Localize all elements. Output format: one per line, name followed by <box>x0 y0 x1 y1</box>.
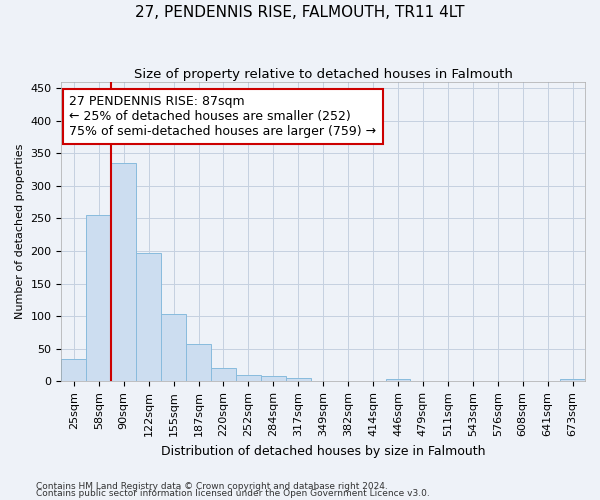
Title: Size of property relative to detached houses in Falmouth: Size of property relative to detached ho… <box>134 68 512 80</box>
Bar <box>136 253 161 382</box>
Text: Contains public sector information licensed under the Open Government Licence v3: Contains public sector information licen… <box>36 490 430 498</box>
Bar <box>61 358 86 382</box>
Text: 27, PENDENNIS RISE, FALMOUTH, TR11 4LT: 27, PENDENNIS RISE, FALMOUTH, TR11 4LT <box>135 5 465 20</box>
Bar <box>386 378 410 382</box>
Text: Contains HM Land Registry data © Crown copyright and database right 2024.: Contains HM Land Registry data © Crown c… <box>36 482 388 491</box>
Text: 27 PENDENNIS RISE: 87sqm
← 25% of detached houses are smaller (252)
75% of semi-: 27 PENDENNIS RISE: 87sqm ← 25% of detach… <box>69 95 376 138</box>
Bar <box>286 378 311 382</box>
Bar <box>111 163 136 382</box>
Bar <box>236 375 261 382</box>
Bar <box>186 344 211 382</box>
Y-axis label: Number of detached properties: Number of detached properties <box>15 144 25 319</box>
Bar <box>86 214 111 382</box>
Bar <box>211 368 236 382</box>
Bar <box>261 376 286 382</box>
Bar <box>161 314 186 382</box>
X-axis label: Distribution of detached houses by size in Falmouth: Distribution of detached houses by size … <box>161 444 485 458</box>
Bar <box>560 378 585 382</box>
